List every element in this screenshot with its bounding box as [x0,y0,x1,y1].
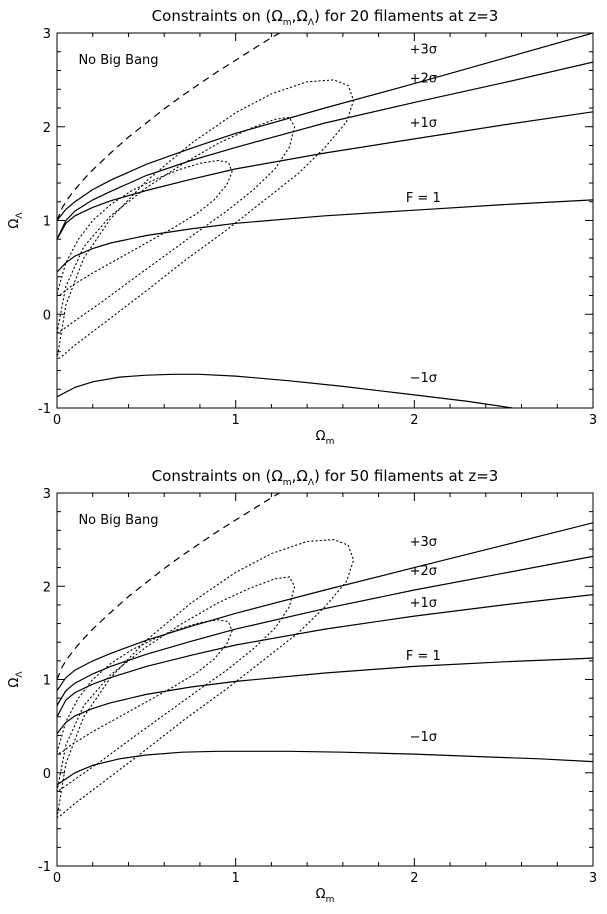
chart-title: Constraints on (Ωm,ΩΛ) for 20 filaments … [152,7,499,28]
title-prefix: Constraints on ( [152,467,272,485]
title-suffix: ) for 20 filaments at z=3 [314,7,498,25]
y-axis-label: ΩΛ [7,212,25,229]
confidence-contour-2 [57,116,296,334]
title-prefix: Constraints on ( [152,7,272,25]
y-tick-label: 2 [43,580,51,595]
series-label-2: +2σ [410,564,437,579]
title-omega-l: Ω [296,467,307,485]
x-axis-label: Ωm [316,887,335,905]
y-tick-label: -1 [38,860,51,875]
x-tick-label: 0 [53,413,61,428]
series-line-2 [57,555,593,706]
y-axis-sub: Λ [15,671,25,678]
confidence-contour-3 [57,79,355,360]
series-line-6 [57,493,281,680]
y-tick-label: 0 [43,767,51,782]
x-axis-sub: m [326,437,335,447]
title-sub-m: m [283,18,292,28]
series-label-1: +3σ [410,43,437,58]
series-label-3: +1σ [410,596,437,611]
y-axis-symbol: Ω [7,219,22,229]
title-comma: , [292,467,297,485]
title-omega-l: Ω [296,7,307,25]
series-label-4: F = 1 [406,191,441,206]
x-axis-symbol: Ω [316,429,326,444]
series-line-3 [57,594,593,718]
x-tick-label: 0 [53,871,61,886]
y-tick-label: 1 [43,674,51,689]
series-line-1 [57,33,593,221]
series-label-4: F = 1 [406,649,441,664]
title-sub-l: Λ [308,18,315,28]
plot-frame [56,32,594,409]
series-line-5 [57,373,518,408]
confidence-contour-2 [57,576,296,793]
confidence-contour-1 [57,159,233,296]
x-tick-label: 1 [232,871,240,886]
x-tick-label: 2 [410,413,418,428]
x-tick-label: 3 [589,413,597,428]
y-axis-symbol: Ω [7,678,22,688]
no-big-bang-label: No Big Bang [78,53,158,68]
title-sub-l: Λ [308,478,315,488]
series-line-4 [57,199,593,273]
series-line-5 [57,750,593,786]
series-line-6 [57,33,281,221]
no-big-bang-label: No Big Bang [78,513,158,528]
y-tick-label: -1 [38,402,51,417]
title-omega-m: Ω [271,7,282,25]
confidence-contour-3 [57,539,355,819]
series-line-4 [57,657,593,734]
title-sub-m: m [283,478,292,488]
x-axis-label: Ωm [316,429,335,447]
y-tick-label: 2 [43,121,51,136]
plot-frame [56,492,594,867]
x-axis-sub: m [326,895,335,905]
series-label-5: −1σ [410,371,437,386]
y-tick-label: 3 [43,27,51,42]
x-tick-label: 1 [232,413,240,428]
title-comma: , [292,7,297,25]
y-axis-sub: Λ [15,212,25,219]
series-label-3: +1σ [410,116,437,131]
plot-area [57,493,593,819]
y-tick-label: 3 [43,487,51,502]
x-tick-label: 2 [410,871,418,886]
series-label-5: −1σ [410,730,437,745]
y-tick-label: 0 [43,308,51,323]
series-line-2 [57,61,593,240]
y-axis-label: ΩΛ [7,671,25,688]
confidence-contour-1 [57,619,233,754]
plot-area [57,33,593,408]
x-tick-label: 3 [589,871,597,886]
series-line-3 [57,111,593,240]
title-suffix: ) for 50 filaments at z=3 [314,467,498,485]
chart-title: Constraints on (Ωm,ΩΛ) for 50 filaments … [152,467,499,488]
series-label-1: +3σ [410,535,437,550]
y-tick-label: 1 [43,215,51,230]
x-axis-symbol: Ω [316,887,326,902]
series-label-2: +2σ [410,72,437,87]
title-omega-m: Ω [271,467,282,485]
series-line-1 [57,522,593,692]
